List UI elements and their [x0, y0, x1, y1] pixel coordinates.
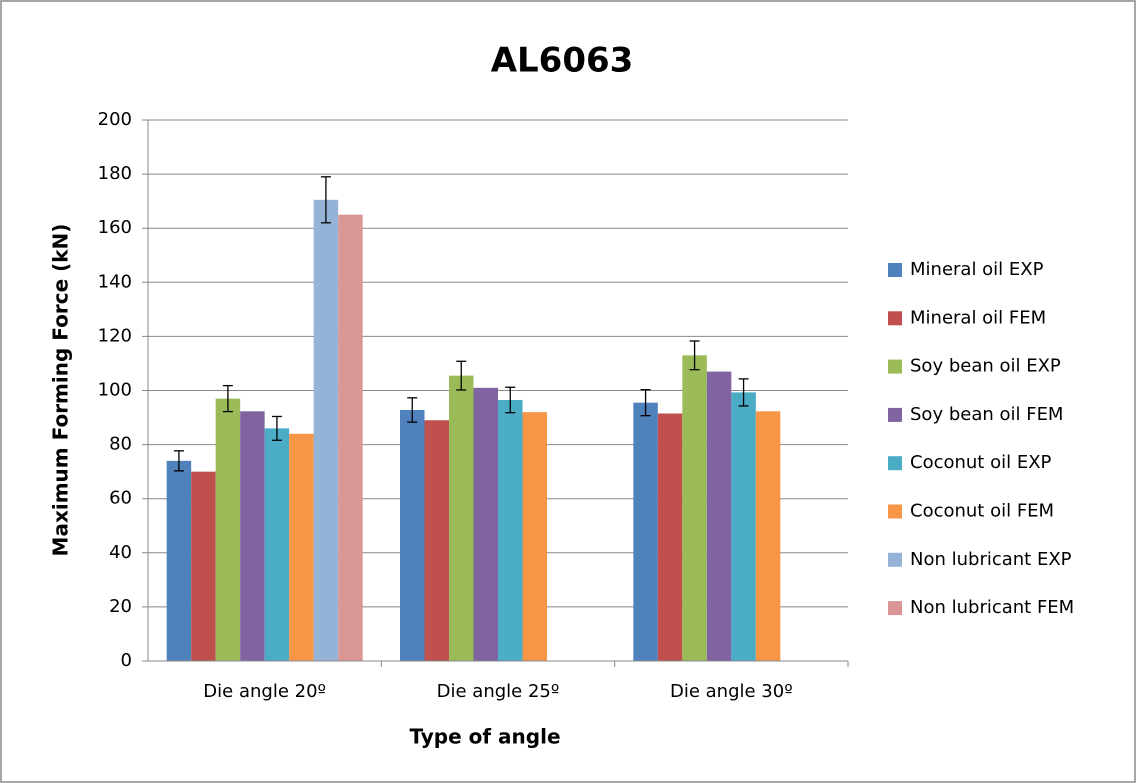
legend-swatch	[888, 408, 902, 422]
y-tick-label: 200	[98, 109, 132, 130]
bar	[474, 388, 499, 661]
bar	[216, 399, 241, 661]
legend-swatch	[888, 456, 902, 470]
bar	[449, 376, 474, 661]
y-tick-label: 80	[109, 434, 132, 455]
x-tick-label: Die angle 20º	[203, 681, 326, 702]
y-tick-label: 160	[98, 217, 132, 238]
chart: AL6063 Maximum Forming Force (kN) Type o…	[0, 0, 1136, 783]
legend-label: Mineral oil FEM	[910, 307, 1046, 328]
x-axis-title: Type of angle	[409, 725, 560, 749]
bar	[400, 410, 425, 661]
bar	[240, 411, 265, 661]
bar	[756, 411, 781, 661]
x-tick-label: Die angle 30º	[670, 681, 793, 702]
bar	[167, 461, 192, 661]
bar	[682, 355, 707, 661]
legend-label: Soy bean oil FEM	[910, 404, 1063, 425]
legend-label: Coconut oil EXP	[910, 452, 1052, 473]
bar	[707, 372, 732, 661]
bar	[658, 413, 683, 661]
bar	[265, 428, 290, 661]
y-tick-label: 100	[98, 380, 132, 401]
legend-label: Soy bean oil EXP	[910, 356, 1061, 377]
legend-label: Mineral oil EXP	[910, 259, 1044, 280]
legend-swatch	[888, 553, 902, 567]
y-tick-label: 0	[121, 650, 132, 671]
legend-swatch	[888, 311, 902, 325]
bar	[314, 200, 339, 661]
x-tick-label: Die angle 25º	[437, 681, 560, 702]
y-tick-label: 120	[98, 325, 132, 346]
bar	[498, 400, 523, 661]
legend-swatch	[888, 505, 902, 519]
bar	[289, 434, 314, 661]
bar	[731, 392, 756, 661]
bar	[425, 420, 450, 661]
legend-swatch	[888, 263, 902, 277]
legend-swatch	[888, 360, 902, 374]
legend-label: Non lubricant FEM	[910, 597, 1074, 618]
y-tick-label: 140	[98, 271, 132, 292]
y-axis-title: Maximum Forming Force (kN)	[49, 224, 73, 557]
legend-swatch	[888, 601, 902, 615]
bar	[523, 412, 548, 661]
chart-title: AL6063	[491, 41, 634, 81]
chart-border	[1, 1, 1135, 782]
y-tick-label: 60	[109, 488, 132, 509]
y-tick-label: 40	[109, 542, 132, 563]
bar	[191, 472, 216, 661]
legend-label: Coconut oil FEM	[910, 501, 1054, 522]
y-tick-label: 20	[109, 596, 132, 617]
legend-label: Non lubricant EXP	[910, 549, 1072, 570]
y-tick-label: 180	[98, 163, 132, 184]
bar	[338, 215, 363, 661]
bar	[633, 403, 658, 661]
